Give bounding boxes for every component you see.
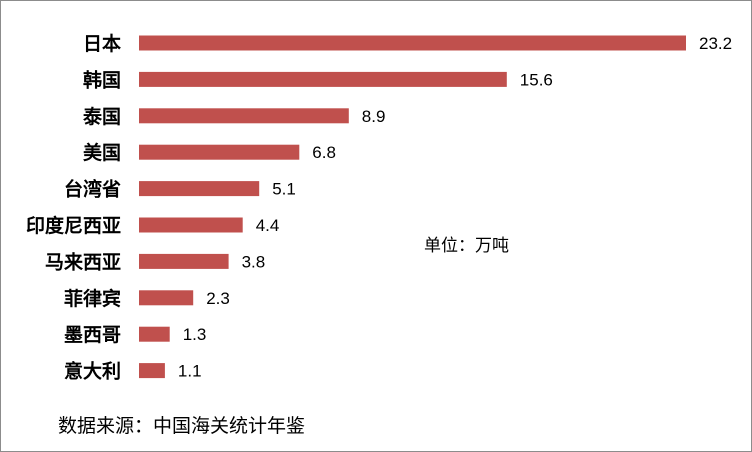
category-label: 马来西亚 [45, 251, 121, 273]
bars-layer [139, 35, 686, 379]
bar [139, 326, 170, 342]
value-label: 5.1 [272, 180, 296, 199]
value-label: 1.3 [183, 325, 207, 344]
bar [139, 144, 300, 160]
category-label: 印度尼西亚 [26, 214, 121, 237]
category-label: 意大利 [64, 360, 121, 383]
value-label: 15.6 [520, 70, 553, 89]
value-label: 3.8 [242, 252, 266, 271]
bar [139, 217, 243, 233]
unit-note: 单位：万吨 [424, 236, 509, 256]
value-label: 8.9 [362, 107, 386, 126]
category-label: 台湾省 [64, 178, 121, 201]
value-label: 1.1 [178, 362, 202, 381]
category-label: 美国 [83, 141, 121, 164]
bar [139, 108, 349, 124]
value-label: 6.8 [312, 143, 336, 162]
value-label: 23.2 [699, 34, 732, 53]
bar [139, 71, 507, 87]
bar [139, 290, 194, 306]
value-label: 2.3 [206, 289, 230, 308]
bar [139, 363, 165, 379]
category-label: 菲律宾 [64, 287, 121, 310]
labels-layer: 日本 23.2 韩国 15.6 泰国 8.9 美国 6.8 台湾省 5.1 印度尼西亚 4.4 马来西亚… [26, 32, 732, 383]
value-label: 4.4 [256, 216, 280, 235]
category-label: 墨西哥 [64, 324, 121, 346]
category-label: 日本 [83, 32, 121, 55]
source-note: 数据来源：中国海关统计年鉴 [58, 415, 306, 437]
bar [139, 253, 229, 269]
category-label: 韩国 [83, 68, 121, 91]
bar [139, 35, 686, 51]
bar [139, 181, 260, 197]
category-label: 泰国 [82, 105, 121, 128]
